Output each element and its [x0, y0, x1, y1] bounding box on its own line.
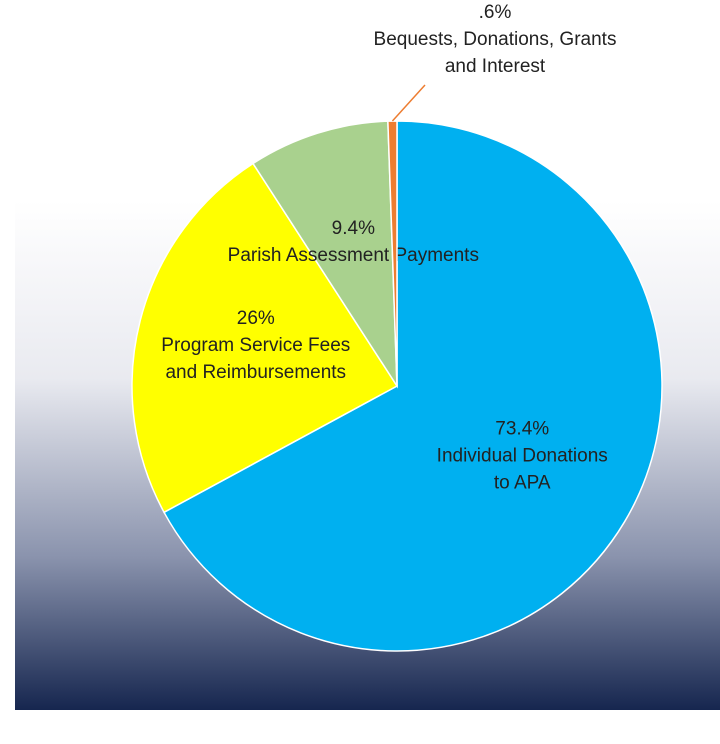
pie-slice: [131, 162, 399, 514]
category-label: Program Service Fees: [161, 335, 350, 356]
pie-slice: [251, 120, 398, 389]
data-label: 26%: [237, 308, 275, 329]
category-label: and Interest: [445, 56, 546, 77]
category-label: Bequests, Donations, Grants: [374, 29, 617, 50]
leader-line: [391, 84, 426, 122]
data-label: 9.4%: [332, 218, 375, 239]
data-label: 73.4%: [495, 419, 549, 440]
category-label: and Reimbursements: [165, 362, 346, 383]
category-label: Parish Assessment Payments: [228, 245, 479, 266]
category-label: to APA: [494, 473, 551, 494]
category-label: Individual Donations: [437, 446, 608, 467]
data-label: .6%: [479, 2, 512, 23]
pie-slice: [163, 120, 663, 652]
